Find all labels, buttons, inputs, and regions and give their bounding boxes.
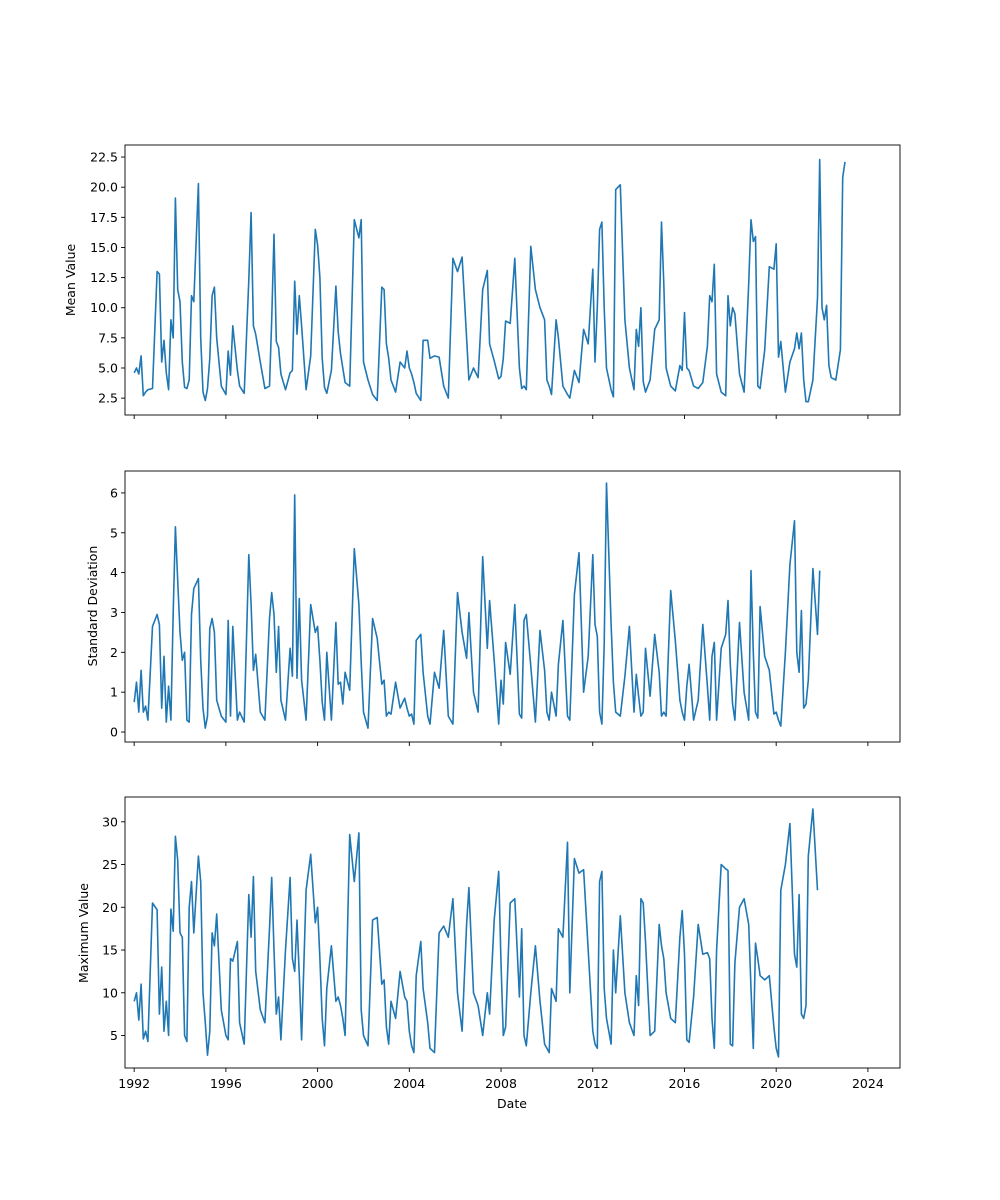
series-line	[133, 158, 846, 403]
x-tick-label: 2020	[760, 1076, 792, 1091]
y-tick-label: 15	[102, 943, 118, 958]
y-tick-label: 20	[102, 900, 118, 915]
y-tick-label: 5.0	[98, 360, 118, 375]
y-tick-label: 6	[110, 485, 118, 500]
x-tick-label: 2004	[393, 1076, 425, 1091]
standard-deviation-ylabel: Standard Deviation	[85, 546, 100, 667]
mean-value-ylabel: Mean Value	[63, 244, 78, 317]
y-tick-label: 3	[110, 605, 118, 620]
series-line	[133, 482, 821, 729]
x-tick-label: 2012	[577, 1076, 609, 1091]
date-xlabel: Date	[497, 1096, 527, 1111]
x-tick-label: 1992	[118, 1076, 150, 1091]
y-tick-label: 25	[102, 857, 118, 872]
y-tick-label: 22.5	[90, 150, 118, 165]
x-tick-label: 1996	[210, 1076, 242, 1091]
y-tick-label: 5	[110, 525, 118, 540]
y-tick-label: 5	[110, 1028, 118, 1043]
axes-frame	[124, 470, 901, 743]
y-tick-label: 0	[110, 725, 118, 740]
y-tick-label: 2.5	[98, 391, 118, 406]
axes-frame	[124, 796, 901, 1069]
y-tick-label: 15.0	[90, 240, 118, 255]
series-line	[133, 808, 819, 1058]
maximum-value-ylabel: Maximum Value	[76, 883, 91, 983]
x-tick-label: 2024	[852, 1076, 884, 1091]
y-tick-label: 7.5	[98, 330, 118, 345]
y-tick-label: 17.5	[90, 210, 118, 225]
standard-deviation-panel: Standard Deviation 0 1 2 3 4 5 6	[85, 470, 901, 746]
y-tick-label: 20.0	[90, 180, 118, 195]
maximum-value-panel: Maximum Value Date 5 10 15 20 25 30 1992 1996 20…	[76, 796, 901, 1111]
y-tick-label: 1	[110, 685, 118, 700]
y-tick-label: 4	[110, 565, 118, 580]
y-tick-label: 2	[110, 645, 118, 660]
y-tick-label: 12.5	[90, 270, 118, 285]
axes-frame	[124, 144, 901, 416]
x-tick-label: 2000	[302, 1076, 334, 1091]
y-tick-label: 10.0	[90, 300, 118, 315]
x-tick-label: 2016	[669, 1076, 701, 1091]
y-tick-label: 30	[102, 814, 118, 829]
x-tick-label: 2008	[485, 1076, 517, 1091]
y-tick-label: 10	[102, 985, 118, 1000]
mean-value-panel: Mean Value 2.5 5.0 7.5 10.0 12.5 15.0 17.5 20.0…	[63, 144, 901, 419]
